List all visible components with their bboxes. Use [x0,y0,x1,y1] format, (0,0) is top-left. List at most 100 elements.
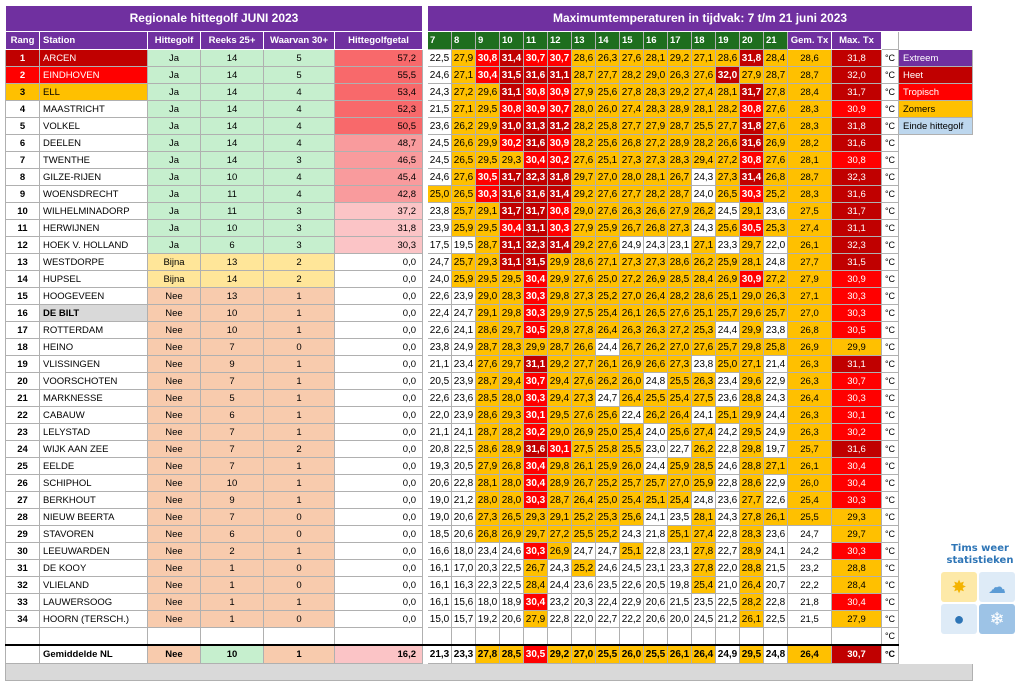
temp-cell: 30,9 [739,270,764,288]
table-row: 10 WILHELMINADORP Ja 11 3 37,2 23,8 25,7 29,1 31,… [5,202,973,220]
rank-cell: 31 [5,559,40,577]
temp-cell: 20,5 [643,576,668,594]
temp-cell: 29,6 [475,83,500,101]
header-day: 18 [691,31,716,50]
temp-cell: 27,9 [451,49,476,67]
temp-cell: 27,6 [691,66,716,84]
temp-cell: 25,9 [451,219,476,237]
unit-label: °C [881,83,899,101]
header-day: 13 [571,31,596,50]
hittegolfgetal-cell: 0,0 [334,270,423,288]
reeks-cell: 14 [200,49,264,67]
hittegolfgetal-cell: 53,4 [334,83,423,101]
temp-cell: 21,5 [667,593,692,611]
header-day: 7 [427,31,452,50]
temp-cell: 31,8 [739,117,764,135]
hittegolf-cell: Nee [147,287,201,305]
unit-label: °C [881,542,899,560]
table-row: 33 LAUWERSOOG Nee 1 1 0,0 16,1 15,6 18,0 18,9 30,4… [5,593,973,611]
temp-cell: 28,1 [643,49,668,67]
temp-cell: 30,8 [475,49,500,67]
temp-cell: 24,6 [499,542,524,560]
temp-cell: 21,5 [427,100,452,118]
temp-cell: 27,1 [451,66,476,84]
temp-cell: 19,8 [667,576,692,594]
unit-label: °C [881,355,899,373]
hittegolfgetal-cell: 46,5 [334,151,423,169]
temp-cell: 26,3 [667,66,692,84]
temp-cell: 24,2 [715,423,740,441]
reeks-cell: 14 [200,117,264,135]
logo-icons: ✸ ☁ ● ❄ [940,571,1020,635]
average-max-tx: 30,7 [831,644,882,664]
temp-cell: 26,9 [643,270,668,288]
temp-cell: 30,3 [523,389,548,407]
temp-cell: 27,6 [763,117,788,135]
hittegolf-cell: Ja [147,202,201,220]
table-row: 9 WOENSDRECHT Ja 11 4 42,8 25,0 26,5 30,3 31,6 31,… [5,185,973,203]
hittegolf-cell: Nee [147,610,201,628]
temp-cell: 28,2 [715,100,740,118]
temp-cell: 26,3 [595,49,620,67]
hittegolfgetal-cell: 0,0 [334,338,423,356]
station-cell: WOENSDRECHT [39,185,148,203]
hittegolfgetal-cell: 0,0 [334,525,423,543]
temp-cell: 18,0 [475,593,500,611]
temp-cell: 28,0 [499,474,524,492]
temp-cell: 27,8 [691,542,716,560]
temp-cell: 27,4 [691,83,716,101]
temp-cell: 24,3 [763,389,788,407]
temp-cell: 27,7 [619,117,644,135]
hittegolfgetal-cell: 57,2 [334,49,423,67]
unit-label: °C [881,202,899,220]
temp-cell: 31,7 [523,202,548,220]
temp-cell: 28,0 [499,491,524,509]
table-row: 21 MARKNESSE Nee 5 1 0,0 22,6 23,6 28,5 28,0 30,3 2… [5,389,973,407]
temp-cell: 28,6 [691,287,716,305]
temp-cell: 30,1 [547,440,572,458]
station-cell: DE BILT [39,304,148,322]
station-cell: ROTTERDAM [39,321,148,339]
hittegolfgetal-cell: 0,0 [334,287,423,305]
temp-cell: 24,3 [619,525,644,543]
temp-cell: 25,2 [763,185,788,203]
temp-cell: 25,6 [595,406,620,424]
temp-cell: 24,3 [691,219,716,237]
unit-label: °C [881,474,899,492]
temp-cell: 21,0 [715,576,740,594]
temp-cell: 24,1 [451,321,476,339]
unit-label: °C [881,66,899,84]
temp-cell: 30,7 [547,100,572,118]
temp-cell: 28,1 [643,168,668,186]
temp-cell: 28,1 [475,474,500,492]
temp-cell: 27,1 [739,355,764,373]
temp-cell: 25,2 [571,559,596,577]
temp-cell: 27,9 [475,457,500,475]
temp-cell: 22,6 [427,321,452,339]
waarvan-cell: 0 [263,338,335,356]
unit-label: °C [881,372,899,390]
temp-cell: 28,0 [475,491,500,509]
temp-cell: 30,4 [523,270,548,288]
average-temp-cell: 26,0 [619,644,644,664]
header-waarvan: Waarvan 30+ [263,31,335,50]
station-cell: HEINO [39,338,148,356]
hittegolfgetal-cell: 0,0 [334,491,423,509]
temp-cell: 26,8 [643,219,668,237]
unit-label: °C [881,185,899,203]
temp-cell: 26,3 [691,372,716,390]
temp-cell: 23,9 [451,372,476,390]
temp-cell: 24,1 [643,508,668,526]
temp-cell: 25,8 [595,440,620,458]
temp-cell: 25,5 [667,372,692,390]
temp-cell: 29,9 [739,321,764,339]
station-cell: DE KOOY [39,559,148,577]
legend-heet: Heet [898,66,973,84]
temp-cell: 29,0 [475,287,500,305]
station-cell: HUPSEL [39,270,148,288]
rank-cell: 26 [5,474,40,492]
table-row: 14 HUPSEL Bijna 14 2 0,0 24,0 25,9 29,5 29,5 30,4 2… [5,270,973,288]
temp-cell: 29,4 [547,372,572,390]
hittegolfgetal-cell: 0,0 [334,423,423,441]
temp-cell: 26,3 [619,202,644,220]
